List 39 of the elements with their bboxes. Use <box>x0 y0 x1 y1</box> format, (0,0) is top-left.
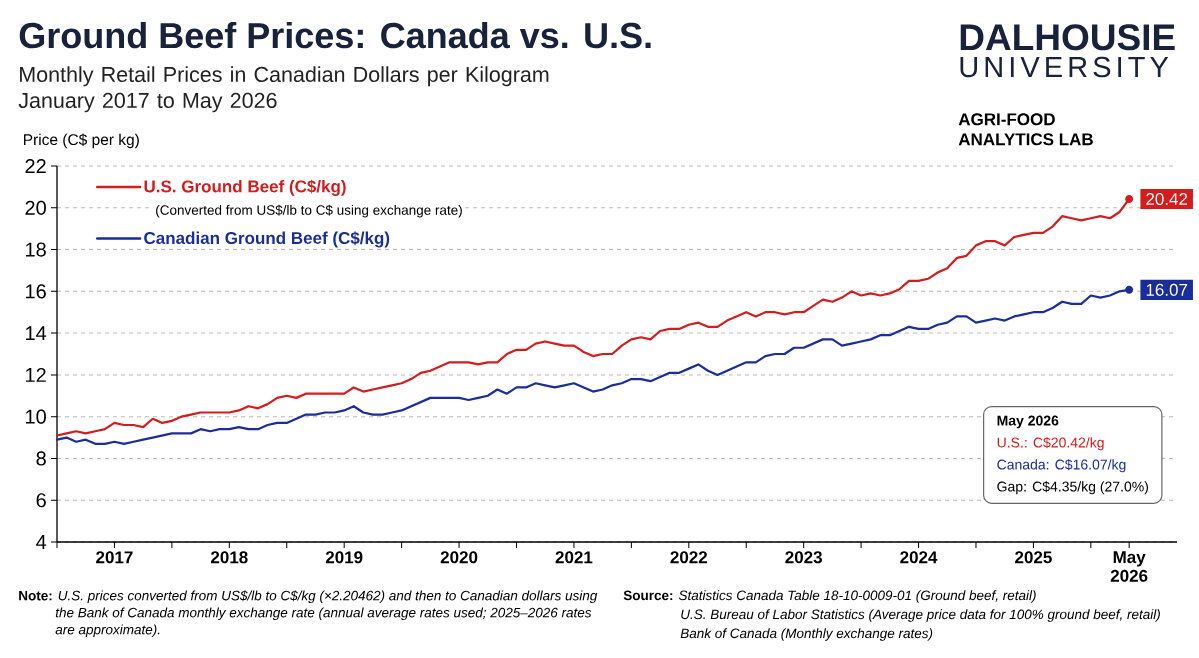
x-tick-label: 2018 <box>210 551 248 564</box>
annotation: (Converted from US$/lb to C$ using exchange rate) <box>156 204 462 218</box>
y-tick-label: 20 <box>25 200 46 215</box>
chart-title: Ground Beef Prices: Canada vs. U.S. <box>19 21 651 49</box>
y-tick-label: 6 <box>36 493 46 508</box>
y-tick-label: 10 <box>26 409 46 424</box>
text: UNIVERSITY <box>960 56 1169 78</box>
legend-label: Canadian Ground Beef (C$/kg) <box>144 231 390 248</box>
y-tick-label: 18 <box>26 242 46 257</box>
y-tick-label: 12 <box>26 367 46 382</box>
y-tick-label: 22 <box>25 159 46 173</box>
annotation: May 2026 <box>997 415 1059 429</box>
y-tick-label: 8 <box>36 451 46 466</box>
text: Note: U.S. prices converted from US$/lb to C$/kg (×2.20462) and then to Canadian dollars using the Bank of Canada monthly exchange rate (annual average rates used; 2025–2026 rates are approximate). <box>19 590 598 638</box>
y-tick-label: 14 <box>26 326 47 340</box>
x-tick-label: 2024 <box>900 551 938 564</box>
legend-label: U.S. Ground Beef (C$/kg) <box>144 179 346 196</box>
chart-subtitle: Monthly Retail Prices in Canadian Dollars per Kilogram January 2017 to May 2026 <box>18 66 549 113</box>
x-tick-label: 2020 <box>440 551 478 564</box>
x-tick-label: 2017 <box>96 551 133 564</box>
annotation: 16.07 <box>1146 283 1188 296</box>
x-tick-label: 2019 <box>325 551 363 564</box>
text: DALHOUSIE <box>960 24 1175 51</box>
y-tick-label: 16 <box>26 284 46 299</box>
text: Source: Statistics Canada Table 18-10-0009-01 (Ground beef, retail) <box>623 590 1036 603</box>
text: Bank of Canada (Monthly exchange rates) <box>680 628 933 641</box>
x-tick-label: 2023 <box>785 551 822 564</box>
annotation: 20.42 <box>1146 192 1188 206</box>
annotation: U.S.: C$20.42/kg <box>997 437 1104 451</box>
y-axis-title: Price (C$ per kg) <box>24 133 139 149</box>
x-tick-label: 2022 <box>670 551 708 564</box>
annotation: Gap: C$4.35/kg (27.0%) <box>997 481 1148 495</box>
x-tick-label: 2021 <box>555 551 593 564</box>
annotation: Canada: C$16.07/kg <box>997 459 1126 473</box>
x-tick-label: 2025 <box>1015 551 1052 564</box>
text: AGRI-FOOD ANALYTICS LAB <box>958 113 1093 146</box>
text: U.S. Bureau of Labor Statistics (Average price data for 100% ground beef, retail) <box>681 609 1160 622</box>
x-tick-label: May 2026 <box>1110 551 1148 582</box>
y-tick-label: 4 <box>36 535 47 549</box>
